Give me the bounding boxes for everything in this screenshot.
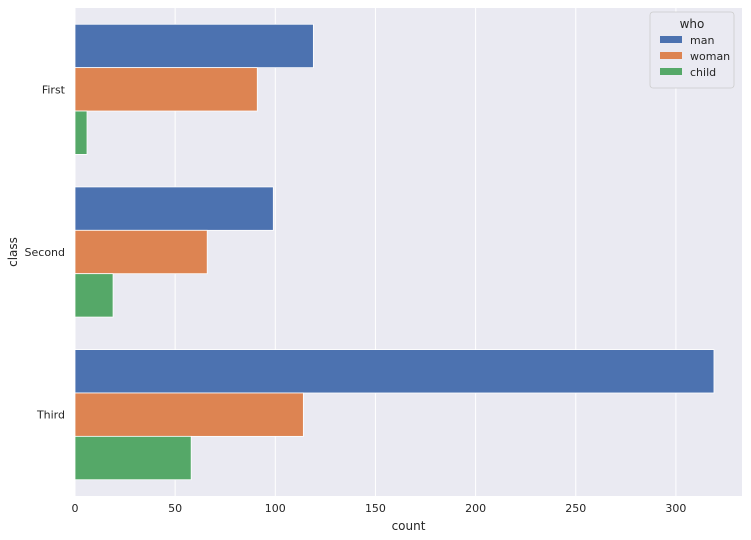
bar-third-child	[74, 435, 192, 481]
x-tick-label: 100	[265, 502, 286, 515]
x-tick-label: 0	[72, 502, 79, 515]
legend: who man woman child	[649, 11, 735, 89]
y-axis-label: class	[6, 237, 20, 267]
y-tick-label: Third	[36, 409, 65, 422]
bar-second-child	[74, 273, 114, 318]
bar-third-man	[74, 349, 715, 394]
y-tick-label: First	[42, 83, 66, 96]
bar-first-woman	[74, 67, 258, 112]
x-tick-label: 50	[168, 502, 182, 515]
x-tick-labels: 0 50 100 150 200 250 300	[72, 502, 687, 515]
y-tick-labels: First Second Third	[25, 83, 66, 421]
bar-first-child	[74, 110, 88, 155]
bars	[74, 23, 715, 481]
x-tick-label: 250	[565, 502, 586, 515]
legend-swatch-woman	[660, 52, 682, 59]
legend-swatch-child	[660, 68, 682, 75]
x-tick-label: 200	[465, 502, 486, 515]
bar-first-man	[74, 23, 314, 69]
legend-label-man: man	[690, 34, 714, 47]
x-axis-label: count	[392, 519, 426, 533]
bar-second-woman	[74, 229, 208, 275]
legend-label-woman: woman	[690, 50, 730, 63]
x-tick-label: 300	[665, 502, 686, 515]
y-tick-label: Second	[25, 246, 65, 259]
bar-second-man	[74, 186, 274, 231]
bar-third-woman	[74, 392, 304, 437]
legend-swatch-man	[660, 36, 682, 43]
x-tick-label: 150	[365, 502, 386, 515]
legend-title: who	[680, 17, 705, 31]
legend-label-child: child	[690, 66, 716, 79]
